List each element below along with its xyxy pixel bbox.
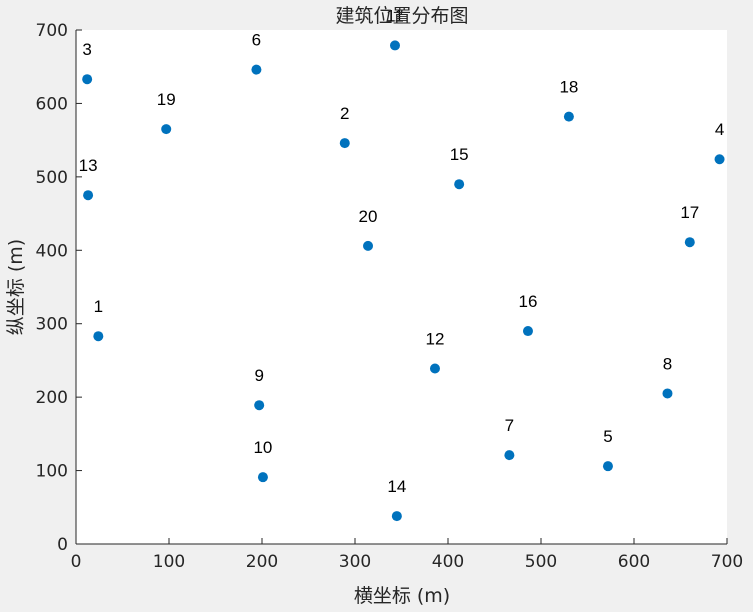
point-label-10: 10	[253, 438, 272, 457]
data-point-3	[82, 74, 93, 85]
chart-title: 建筑位置分布图	[335, 5, 468, 27]
y-tick-label: 100	[36, 462, 68, 482]
data-point-20	[363, 240, 374, 251]
y-axis-title: 纵坐标 (m)	[5, 239, 27, 335]
data-point-5	[602, 461, 613, 472]
x-tick-label: 700	[711, 552, 743, 572]
x-tick-label: 200	[246, 552, 278, 572]
data-point-16	[522, 326, 533, 337]
data-point-10	[257, 472, 268, 483]
x-tick-label: 400	[432, 552, 464, 572]
point-label-7: 7	[505, 416, 514, 435]
x-tick-label: 500	[525, 552, 557, 572]
y-tick-label: 500	[36, 168, 68, 188]
point-label-5: 5	[603, 427, 612, 446]
data-point-7	[504, 450, 515, 461]
y-tick-label: 200	[36, 388, 68, 408]
data-point-13	[83, 190, 94, 201]
point-label-1: 1	[94, 297, 103, 316]
data-point-17	[684, 237, 695, 248]
point-label-16: 16	[519, 292, 538, 311]
x-tick-label: 600	[618, 552, 650, 572]
x-axis-title: 横坐标 (m)	[354, 585, 450, 607]
data-point-15	[454, 179, 465, 190]
data-point-18	[563, 111, 574, 122]
plot-area	[76, 30, 727, 544]
x-tick-label: 300	[339, 552, 371, 572]
point-label-11: 11	[386, 6, 404, 25]
data-point-14	[391, 511, 402, 522]
point-label-18: 18	[559, 78, 578, 97]
data-point-1	[93, 331, 104, 342]
x-tick-label: 0	[71, 552, 82, 572]
data-point-4	[714, 154, 725, 165]
point-label-3: 3	[82, 40, 91, 59]
data-point-11	[389, 40, 400, 51]
x-tick-label: 100	[153, 552, 185, 572]
point-label-14: 14	[387, 477, 406, 496]
data-point-6	[251, 64, 262, 75]
data-point-12	[429, 363, 440, 374]
point-label-9: 9	[254, 366, 263, 385]
data-point-8	[662, 388, 673, 399]
point-label-19: 19	[157, 90, 176, 109]
y-tick-label: 700	[36, 21, 68, 41]
data-point-19	[161, 124, 172, 135]
point-label-12: 12	[426, 330, 445, 349]
point-label-17: 17	[680, 203, 699, 222]
point-label-15: 15	[450, 145, 469, 164]
data-point-2	[339, 138, 350, 149]
y-tick-label: 300	[36, 315, 68, 335]
y-tick-label: 0	[57, 535, 68, 555]
point-label-2: 2	[340, 104, 349, 123]
point-label-4: 4	[715, 120, 724, 139]
point-label-8: 8	[663, 354, 672, 373]
point-label-13: 13	[79, 156, 98, 175]
point-label-6: 6	[252, 31, 261, 50]
y-tick-label: 600	[36, 94, 68, 114]
data-point-9	[254, 400, 265, 411]
point-label-20: 20	[359, 207, 378, 226]
y-tick-label: 400	[36, 241, 68, 261]
